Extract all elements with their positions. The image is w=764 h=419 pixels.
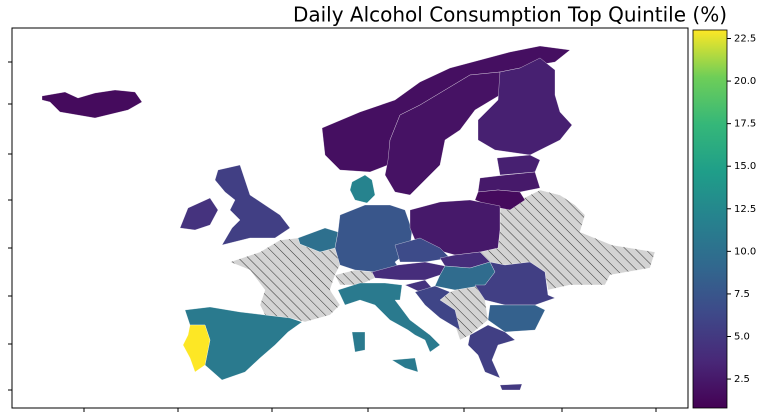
region xyxy=(41,89,143,119)
region xyxy=(414,285,461,331)
colorbar-tick-label: 15.0 xyxy=(734,161,756,172)
colorbar-tick-label: 22.5 xyxy=(734,34,756,45)
region xyxy=(351,331,366,353)
colorbar-tick-label: 12.5 xyxy=(734,204,756,215)
region xyxy=(349,174,376,204)
no-data-regions xyxy=(229,189,656,341)
region xyxy=(391,357,419,373)
colorbar-tick-label: 5.0 xyxy=(734,331,750,342)
colorbar-tick-label: 10.0 xyxy=(734,246,756,257)
colorbar-tick-label: 2.5 xyxy=(734,374,750,385)
region xyxy=(384,71,501,196)
colorbar-ticks: 2.5 5.0 7.5 10.0 12.5 15.0 17.5 20.0 22.5 xyxy=(727,34,756,385)
region xyxy=(477,57,573,156)
region xyxy=(467,324,516,379)
map-title: Daily Alcohol Consumption Top Quintile (… xyxy=(293,3,727,27)
colorbar xyxy=(692,29,728,409)
region xyxy=(214,164,291,246)
colorbar-tick-label: 20.0 xyxy=(734,76,756,87)
region xyxy=(487,304,546,333)
region xyxy=(409,199,501,256)
region xyxy=(496,154,541,176)
regions xyxy=(41,45,573,391)
region xyxy=(182,324,211,373)
axis-ticks xyxy=(8,61,657,412)
region xyxy=(337,282,441,353)
region xyxy=(179,197,219,231)
colorbar-tick-label: 7.5 xyxy=(734,289,750,300)
region xyxy=(499,383,523,391)
colorbar-tick-label: 17.5 xyxy=(734,119,756,130)
